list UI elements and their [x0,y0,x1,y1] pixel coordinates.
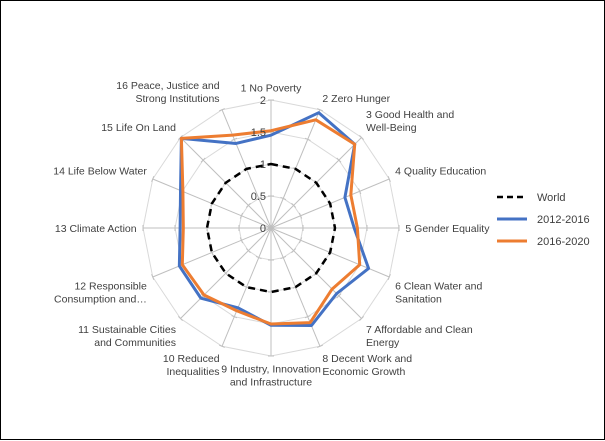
axis-label: 3 Good Health and Well-Being [366,109,454,134]
series-line-0 [205,162,337,294]
axis-tick [239,237,244,244]
axis-label-line: Consumption and… [54,293,147,305]
legend-label: 2016-2020 [537,236,590,248]
axis-tick [231,137,238,141]
axis-label-line: Well-Being [366,122,417,134]
axis-label: 16 Peace, Justice and Strong Institutions [116,80,219,105]
axis-tick [178,316,183,321]
radial-tick-label: 0.5 [251,191,266,203]
axis-label-line: 11 Sustainable Cities [78,324,176,336]
axis-tick [291,202,297,208]
axis-label-line: 5 Gender Equality [405,223,490,235]
radial-tick-label: 1 [260,159,266,171]
axis-label-line: 13 Climate Action [55,223,137,235]
axis-label-line: 4 Quality Education [395,166,486,178]
axis-label: 10 Reduced Inequalities [163,353,220,378]
axis-label-line: Strong Institutions [136,93,220,105]
axis-label: 8 Decent Work and Economic Growth [322,353,412,378]
axis-tick [200,157,206,163]
axis-label: 5 Gender Equality [405,223,490,235]
axis-label-line: and Infrastructure [230,376,312,388]
axis-tick [304,315,311,319]
axis-label-line: 7 Affordable and Clean [366,324,473,336]
axis-tick [245,202,251,208]
series-line-2 [179,118,362,326]
axis-label-line: 9 Industry, Innovation [221,363,321,375]
axis-tick [151,274,155,280]
axis-tick [223,270,229,276]
axis-label-line: 10 Reduced [163,353,220,365]
axis-label-line: 2 Zero Hunger [322,93,390,105]
axis-label-line: Economic Growth [322,366,405,378]
series-layer [177,111,371,328]
axis-tick [219,344,225,348]
axis-tick [231,315,238,319]
axis-label-line: and Communities [94,337,176,349]
axis-label-line: Energy [366,337,400,349]
tick-labels: 0 0.5 1 1.5 2 [251,95,266,235]
axis-tick [151,176,155,182]
axis-label: 14 Life Below Water [53,166,147,178]
axis-label: 13 Climate Action [55,223,137,235]
axis-tick [387,176,391,182]
axis-label-line: 15 Life On Land [101,122,176,134]
axis-tick [219,108,225,112]
axis-tick [387,274,391,280]
axis-tick [317,344,323,348]
axis-tick [291,248,297,254]
axis-label-line: Sanitation [395,293,442,305]
legend-label: World [537,192,566,204]
axis-labels: 1 No Poverty 2 Zero Hunger 3 Good Health a… [53,80,490,389]
axis-tick [317,108,323,112]
axis-label: 2 Zero Hunger [322,93,390,105]
radial-tick-label: 2 [260,95,266,107]
axis-label-line: 12 Responsible [74,280,147,292]
axis-tick [245,248,251,254]
axis-label: 15 Life On Land [101,122,176,134]
radial-tick-label: 1.5 [251,127,266,139]
axis-tick [255,255,262,260]
axis-tick [239,212,244,219]
legend: World 2012-2016 2016-2020 [497,192,590,248]
legend-label: 2012-2016 [537,214,590,226]
axis-label: 12 Responsible Consumption and… [54,280,147,305]
axis-tick [280,196,287,201]
axis-tick [280,255,287,260]
axis-label-line: 1 No Poverty [241,83,302,95]
axis-tick [304,137,311,141]
axis-tick [336,293,342,299]
axis-tick [255,196,262,201]
axis-label: 4 Quality Education [395,166,486,178]
axis-label-line: 3 Good Health and [366,109,454,121]
axis-tick [298,212,303,219]
axis-tick [359,316,364,321]
axis-label-line: 8 Decent Work and [322,353,412,365]
axis-label: 1 No Poverty [241,83,302,95]
axis-label-line: 14 Life Below Water [53,166,147,178]
axis-tick [358,188,362,195]
axis-label: 6 Clean Water and Sanitation [395,280,482,305]
axis-label: 9 Industry, Innovation and Infrastructure [221,363,321,388]
axis-label-line: 16 Peace, Justice and [116,80,219,92]
axis-label-line: 6 Clean Water and [395,280,482,292]
axis-tick [359,135,364,140]
axis-label: 11 Sustainable Cities and Communities [78,324,176,349]
radial-tick-label: 0 [260,223,266,235]
axis-label: 7 Affordable and Clean Energy [366,324,473,349]
axis-label-line: Inequalities [166,366,219,378]
axis-tick [298,237,303,244]
axis-tick [336,157,342,163]
